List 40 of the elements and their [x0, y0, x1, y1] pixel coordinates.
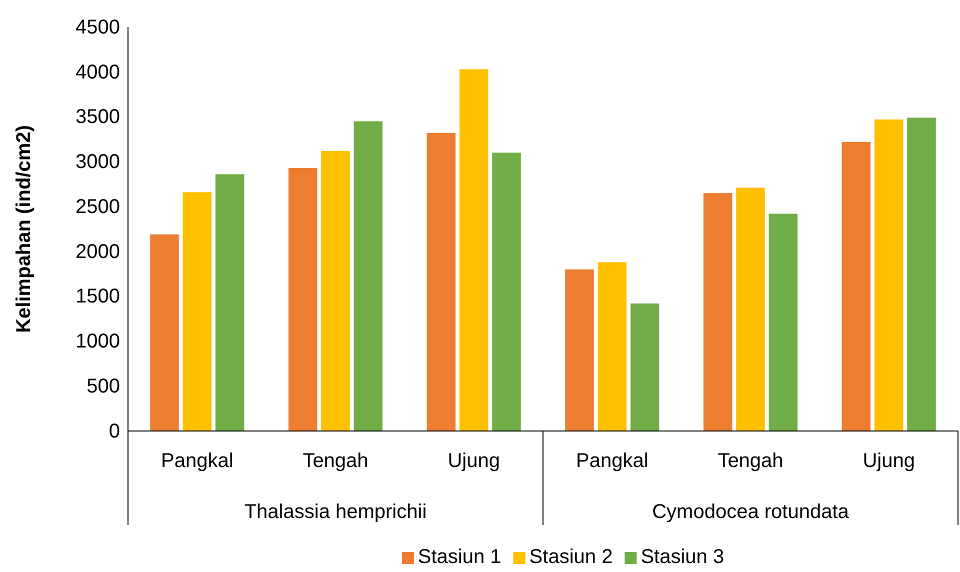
bar	[215, 174, 244, 431]
bar	[288, 168, 318, 431]
bar	[182, 192, 212, 431]
bar	[630, 304, 660, 431]
y-tick-label: 3500	[76, 106, 120, 128]
legend-label: Stasiun 2	[529, 546, 613, 568]
bar	[492, 152, 521, 431]
bar	[321, 150, 350, 431]
bar	[874, 119, 904, 431]
bar	[354, 121, 383, 431]
x-tick-label: Ujung	[862, 450, 915, 472]
y-tick-label: 0	[108, 420, 120, 442]
y-tick-label: 4000	[76, 61, 120, 84]
bar	[736, 188, 765, 431]
y-tick-label: 4500	[76, 16, 120, 38]
y-tick-label: 3000	[76, 151, 120, 174]
bar	[459, 69, 488, 431]
legend-label: Stasiun 1	[418, 546, 502, 568]
y-tick-label: 2500	[76, 196, 120, 218]
text: Cymodocea rotundata	[652, 501, 850, 523]
y-tick-label: 1000	[76, 330, 120, 353]
bar	[907, 118, 936, 431]
x-tick-label: Pangkal	[576, 450, 648, 472]
bar	[565, 269, 594, 431]
bar	[703, 193, 732, 431]
y-tick-label: 2000	[76, 240, 120, 263]
legend-label: Stasiun 3	[640, 546, 724, 568]
bar	[150, 234, 179, 431]
y-tick-label: 1500	[76, 286, 120, 308]
x-tick-label: Pangkal	[161, 450, 234, 472]
bar	[768, 214, 798, 431]
y-axis-title: Kelimpahan (ind/cm2)	[13, 125, 35, 333]
x-tick-label: Tengah	[302, 450, 368, 472]
x-tick-label: Ujung	[448, 450, 500, 472]
bar	[598, 262, 627, 431]
bar	[842, 142, 871, 431]
x-tick-label: Tengah	[718, 450, 784, 472]
text: Thalassia hemprichii	[244, 501, 427, 523]
bar	[426, 132, 456, 431]
y-tick-label: 500	[86, 376, 120, 398]
